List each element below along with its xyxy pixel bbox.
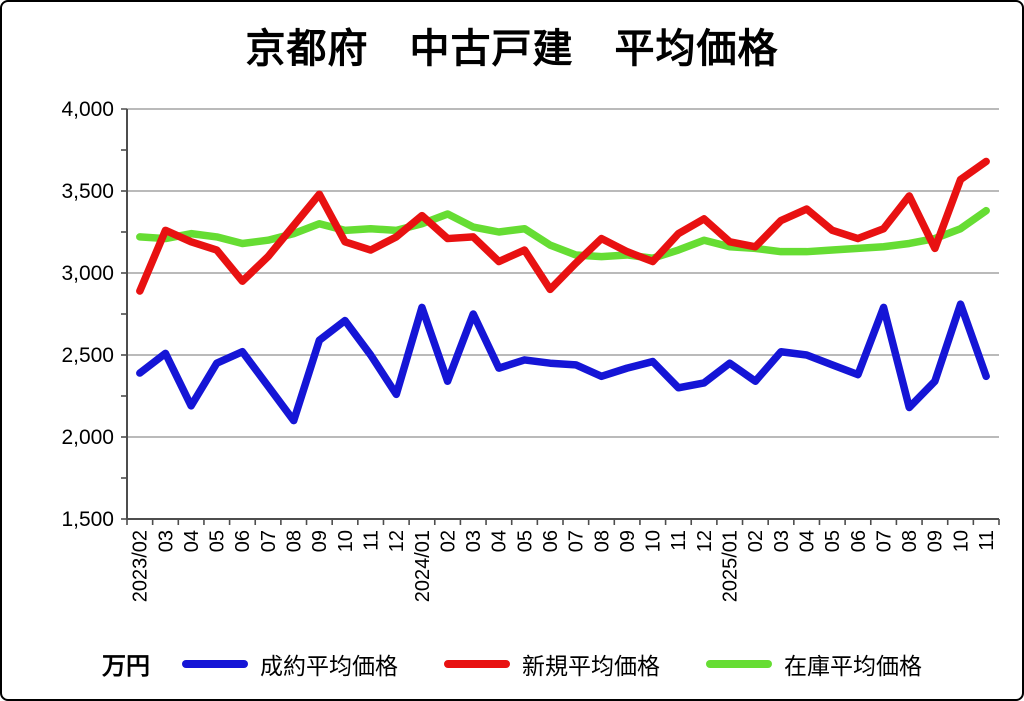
svg-text:11: 11 xyxy=(360,530,382,551)
svg-text:02: 02 xyxy=(745,530,767,552)
new-series-swatch-icon xyxy=(444,659,510,668)
svg-text:2,500: 2,500 xyxy=(61,344,114,367)
svg-text:08: 08 xyxy=(591,530,613,552)
svg-text:08: 08 xyxy=(899,530,921,552)
svg-text:06: 06 xyxy=(232,530,254,552)
contracted-series-swatch-icon xyxy=(182,659,248,668)
svg-text:10: 10 xyxy=(643,530,665,552)
svg-text:07: 07 xyxy=(566,530,588,552)
svg-text:09: 09 xyxy=(617,530,639,552)
svg-text:09: 09 xyxy=(925,530,947,552)
legend-label-contracted: 成約平均価格 xyxy=(260,652,398,679)
legend-label-stock: 在庫平均価格 xyxy=(784,652,922,679)
svg-text:10: 10 xyxy=(950,530,972,552)
svg-text:3,500: 3,500 xyxy=(61,180,114,203)
legend-label-new: 新規平均価格 xyxy=(522,652,660,679)
svg-text:3,000: 3,000 xyxy=(61,262,114,285)
svg-text:2023/02: 2023/02 xyxy=(130,530,152,602)
svg-text:09: 09 xyxy=(309,530,331,552)
legend-item-contracted: 成約平均価格 xyxy=(182,647,398,681)
y-axis-unit-label: 万円 xyxy=(102,653,150,680)
svg-text:12: 12 xyxy=(386,530,408,552)
svg-text:03: 03 xyxy=(463,530,485,552)
svg-text:04: 04 xyxy=(796,530,818,552)
svg-text:08: 08 xyxy=(284,530,306,552)
svg-text:03: 03 xyxy=(771,530,793,552)
svg-text:04: 04 xyxy=(181,530,203,552)
svg-text:12: 12 xyxy=(694,530,716,552)
svg-text:2024/01: 2024/01 xyxy=(412,530,434,602)
svg-text:05: 05 xyxy=(822,530,844,552)
svg-text:2,000: 2,000 xyxy=(61,426,114,449)
svg-text:10: 10 xyxy=(335,530,357,552)
legend-item-new: 新規平均価格 xyxy=(444,647,660,681)
svg-text:07: 07 xyxy=(873,530,895,552)
stock-series-swatch-icon xyxy=(706,659,772,668)
svg-text:06: 06 xyxy=(540,530,562,552)
svg-text:04: 04 xyxy=(489,530,511,552)
legend-item-stock: 在庫平均価格 xyxy=(706,647,922,681)
svg-text:1,500: 1,500 xyxy=(61,508,114,531)
svg-text:2025/01: 2025/01 xyxy=(720,530,742,602)
chart-title: 京都府 中古戸建 平均価格 xyxy=(245,27,779,71)
svg-text:11: 11 xyxy=(976,530,998,551)
svg-text:4,000: 4,000 xyxy=(61,98,114,121)
svg-text:05: 05 xyxy=(207,530,229,552)
legend: 万円 成約平均価格 新規平均価格 在庫平均価格 xyxy=(102,646,922,681)
svg-text:11: 11 xyxy=(668,530,690,551)
svg-text:05: 05 xyxy=(514,530,536,552)
svg-text:03: 03 xyxy=(155,530,177,552)
svg-text:07: 07 xyxy=(258,530,280,552)
svg-text:02: 02 xyxy=(437,530,459,552)
svg-text:06: 06 xyxy=(848,530,870,552)
